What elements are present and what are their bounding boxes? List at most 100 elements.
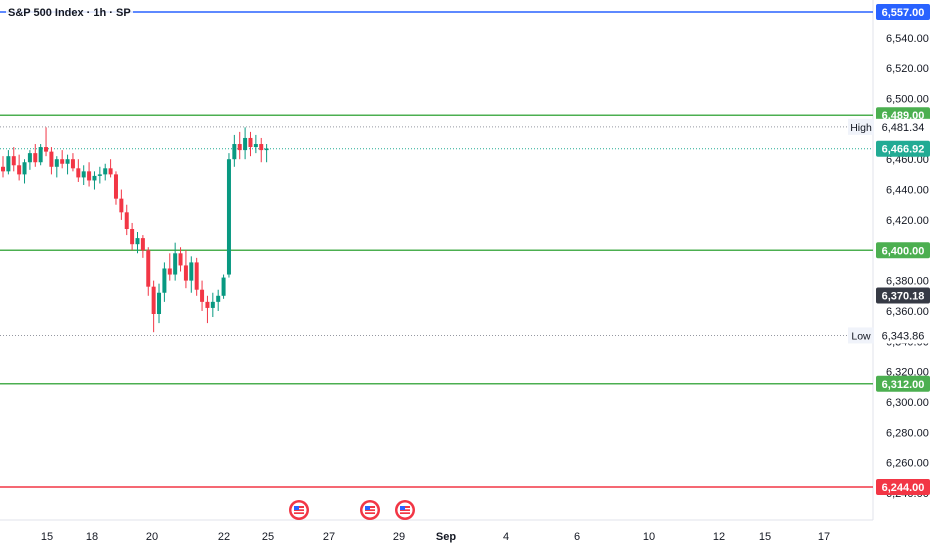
candle-body <box>1 166 5 172</box>
candle-body <box>65 159 70 164</box>
candle-body <box>216 295 221 302</box>
candle-body <box>33 153 38 163</box>
candle-body <box>92 175 97 181</box>
candle-body <box>178 253 183 266</box>
time-tick-label: 22 <box>218 531 230 543</box>
time-tick-label: 25 <box>262 531 274 543</box>
price-axis-bg[interactable] <box>873 0 932 550</box>
price-tick-label: 6,360.00 <box>886 306 929 318</box>
price-tick-label: 6,380.00 <box>886 276 929 288</box>
close-price-tag <box>876 287 930 304</box>
candle-body <box>38 147 43 163</box>
candle-body <box>113 174 118 199</box>
line-6244-tag-label: 6,244.00 <box>882 482 925 494</box>
time-tick-label: 17 <box>818 531 830 543</box>
candle-body <box>103 168 108 175</box>
candle-body <box>22 162 27 175</box>
candle-body <box>97 174 102 176</box>
time-tick-label: 10 <box>643 531 655 543</box>
price-tick-label: 6,440.00 <box>886 185 929 197</box>
candle-body <box>44 147 49 152</box>
candle-body <box>232 144 237 160</box>
candle-body <box>194 262 199 290</box>
candle-body <box>248 137 253 148</box>
last-price-tag <box>876 140 930 157</box>
candle-body <box>226 159 231 275</box>
low-value: 6,343.86 <box>882 330 925 342</box>
time-tick-label: 15 <box>759 531 771 543</box>
candle-body <box>70 159 75 169</box>
high-label-bg <box>848 118 874 135</box>
candle-body <box>87 171 92 181</box>
candle-body <box>108 168 113 175</box>
candle-body <box>140 238 145 251</box>
candle-body <box>151 286 156 314</box>
high-label: High <box>850 122 872 134</box>
candle-body <box>27 153 32 163</box>
time-tick-label: 27 <box>323 531 335 543</box>
candle-body <box>173 253 178 275</box>
price-tick-label: 6,260.00 <box>886 458 929 470</box>
candle-body <box>81 171 86 178</box>
candle-body <box>157 292 162 314</box>
us-flag-icon-1[interactable] <box>289 500 309 520</box>
candle-body <box>200 289 205 302</box>
line-6312-tag <box>876 375 930 392</box>
candle-body <box>167 268 172 275</box>
high-value: 6,481.34 <box>882 122 925 134</box>
candle-body <box>237 144 242 151</box>
candle-body <box>189 262 194 281</box>
line-6400-tag-label: 6,400.00 <box>882 245 925 257</box>
close-price-tag-label: 6,370.18 <box>882 291 925 303</box>
low-label: Low <box>851 330 871 342</box>
time-tick-label: 12 <box>713 531 725 543</box>
time-tick-label: 20 <box>146 531 158 543</box>
candle-body <box>49 151 54 167</box>
price-tick-label: 6,520.00 <box>886 63 929 75</box>
low-value-bg <box>876 327 930 344</box>
candle-body <box>162 268 167 293</box>
candle-body <box>243 137 248 151</box>
price-tick-label: 6,320.00 <box>886 367 929 379</box>
line-6312-tag-label: 6,312.00 <box>882 379 925 391</box>
time-tick-label: 29 <box>393 531 405 543</box>
us-flag-icon-3[interactable] <box>395 500 415 520</box>
candle-body <box>130 229 135 245</box>
line-6557-tag <box>876 4 930 20</box>
candle-body <box>264 148 269 151</box>
candle-body <box>205 301 210 308</box>
candle-body <box>6 156 11 172</box>
price-tick-label: 6,420.00 <box>886 215 929 227</box>
line-6400-tag <box>876 242 930 259</box>
us-flag-icon-2[interactable] <box>360 500 380 520</box>
time-tick-label: 18 <box>86 531 98 543</box>
price-tick-label: 6,500.00 <box>886 94 929 106</box>
time-tick-label: 6 <box>574 531 580 543</box>
candle-body <box>183 265 188 281</box>
line-6244-tag <box>876 479 930 495</box>
candle-body <box>124 212 129 230</box>
time-tick-label: Sep <box>436 531 456 543</box>
price-tick-label: 6,300.00 <box>886 397 929 409</box>
candle-body <box>60 159 65 164</box>
candle-body <box>146 250 151 287</box>
candle-body <box>17 165 22 175</box>
candle-body <box>54 159 59 167</box>
low-label-bg <box>848 327 874 344</box>
price-tick-label: 6,540.00 <box>886 33 929 45</box>
candle-body <box>210 301 215 308</box>
candle-body <box>76 168 81 178</box>
candle-body <box>135 238 140 245</box>
chart-title: S&P 500 Index · 1h · SP <box>6 6 133 20</box>
price-tick-label: 6,280.00 <box>886 427 929 439</box>
candle-body <box>119 198 124 213</box>
time-tick-label: 15 <box>41 531 53 543</box>
price-tick-label: 6,460.00 <box>886 154 929 166</box>
time-tick-label: 4 <box>503 531 509 543</box>
candle-body <box>259 144 264 151</box>
line-6557-tag-label: 6,557.00 <box>882 7 925 19</box>
candle-body <box>221 277 226 296</box>
candle-body <box>11 156 16 166</box>
high-value-bg <box>876 118 930 135</box>
